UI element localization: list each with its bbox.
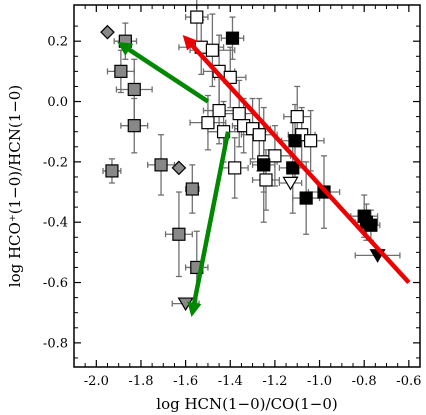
data-point-square-open <box>228 161 242 175</box>
data-point-square-gray <box>172 227 186 241</box>
y-tick-label: -0.2 <box>43 155 68 170</box>
x-tick-label: -1.0 <box>307 374 332 389</box>
data-point-square-open <box>252 128 266 142</box>
data-point-square-gray <box>114 64 128 78</box>
data-point-square-open <box>268 149 282 163</box>
axes: -2.0 -1.8 -1.6 -1.4 -1.2 -1.0 -0.8 -0.6 -0.8 -0.6… <box>43 4 421 389</box>
y-tick-label: -0.6 <box>43 276 68 291</box>
data-point-square-open <box>212 103 226 118</box>
data-point-square-gray <box>105 164 119 178</box>
data-point-square-gray <box>127 82 141 97</box>
data-point-square-open <box>190 10 204 24</box>
data-point-square-gray <box>185 182 199 196</box>
data-point-square-gray <box>127 119 141 133</box>
x-axis-label: log HCN(1−0)/CO(1−0) <box>156 395 337 413</box>
data-point-diamond-gray <box>171 160 187 176</box>
error-bars <box>102 0 401 307</box>
data-point-square-black <box>286 161 300 175</box>
trend-arrows <box>117 34 411 317</box>
data-point-square-black <box>225 31 240 45</box>
data-point-square-black <box>257 158 271 172</box>
x-tick-label: -1.2 <box>262 374 287 389</box>
y-tick-label: -0.4 <box>43 216 68 231</box>
x-tick-label: -1.6 <box>173 374 198 389</box>
data-point-square-black <box>359 215 374 229</box>
y-tick-label: 0.0 <box>47 95 68 110</box>
y-tick-label: -0.8 <box>43 336 68 351</box>
data-point-square-open <box>201 116 215 130</box>
x-tick-label: -2.0 <box>84 374 109 389</box>
x-tick-label: -1.4 <box>218 374 243 389</box>
data-point-square-open <box>259 173 273 187</box>
y-tick-label: 0.2 <box>47 35 68 50</box>
x-tick-label: -0.8 <box>352 374 377 389</box>
x-tick-label: -1.8 <box>128 374 153 389</box>
data-point-square-gray <box>154 158 168 172</box>
data-point-square-open <box>290 110 304 124</box>
data-point-diamond-gray <box>100 24 115 40</box>
plot-frame <box>73 4 421 368</box>
red-trend-arrow <box>182 34 411 285</box>
data-markers <box>100 10 386 312</box>
green-trend-arrow <box>117 41 210 104</box>
x-tick-label: -0.6 <box>396 374 421 389</box>
data-point-square-open <box>232 106 246 121</box>
data-point-square-black <box>288 134 302 148</box>
y-axis-label: log HCO⁺(1−0)/HCN(1−0) <box>6 85 24 287</box>
data-point-square-open <box>205 43 219 57</box>
green-trend-arrow <box>187 131 231 317</box>
data-point-triangle-down-open <box>282 176 299 191</box>
data-point-square-black <box>299 191 313 205</box>
data-point-square-open <box>304 134 318 148</box>
